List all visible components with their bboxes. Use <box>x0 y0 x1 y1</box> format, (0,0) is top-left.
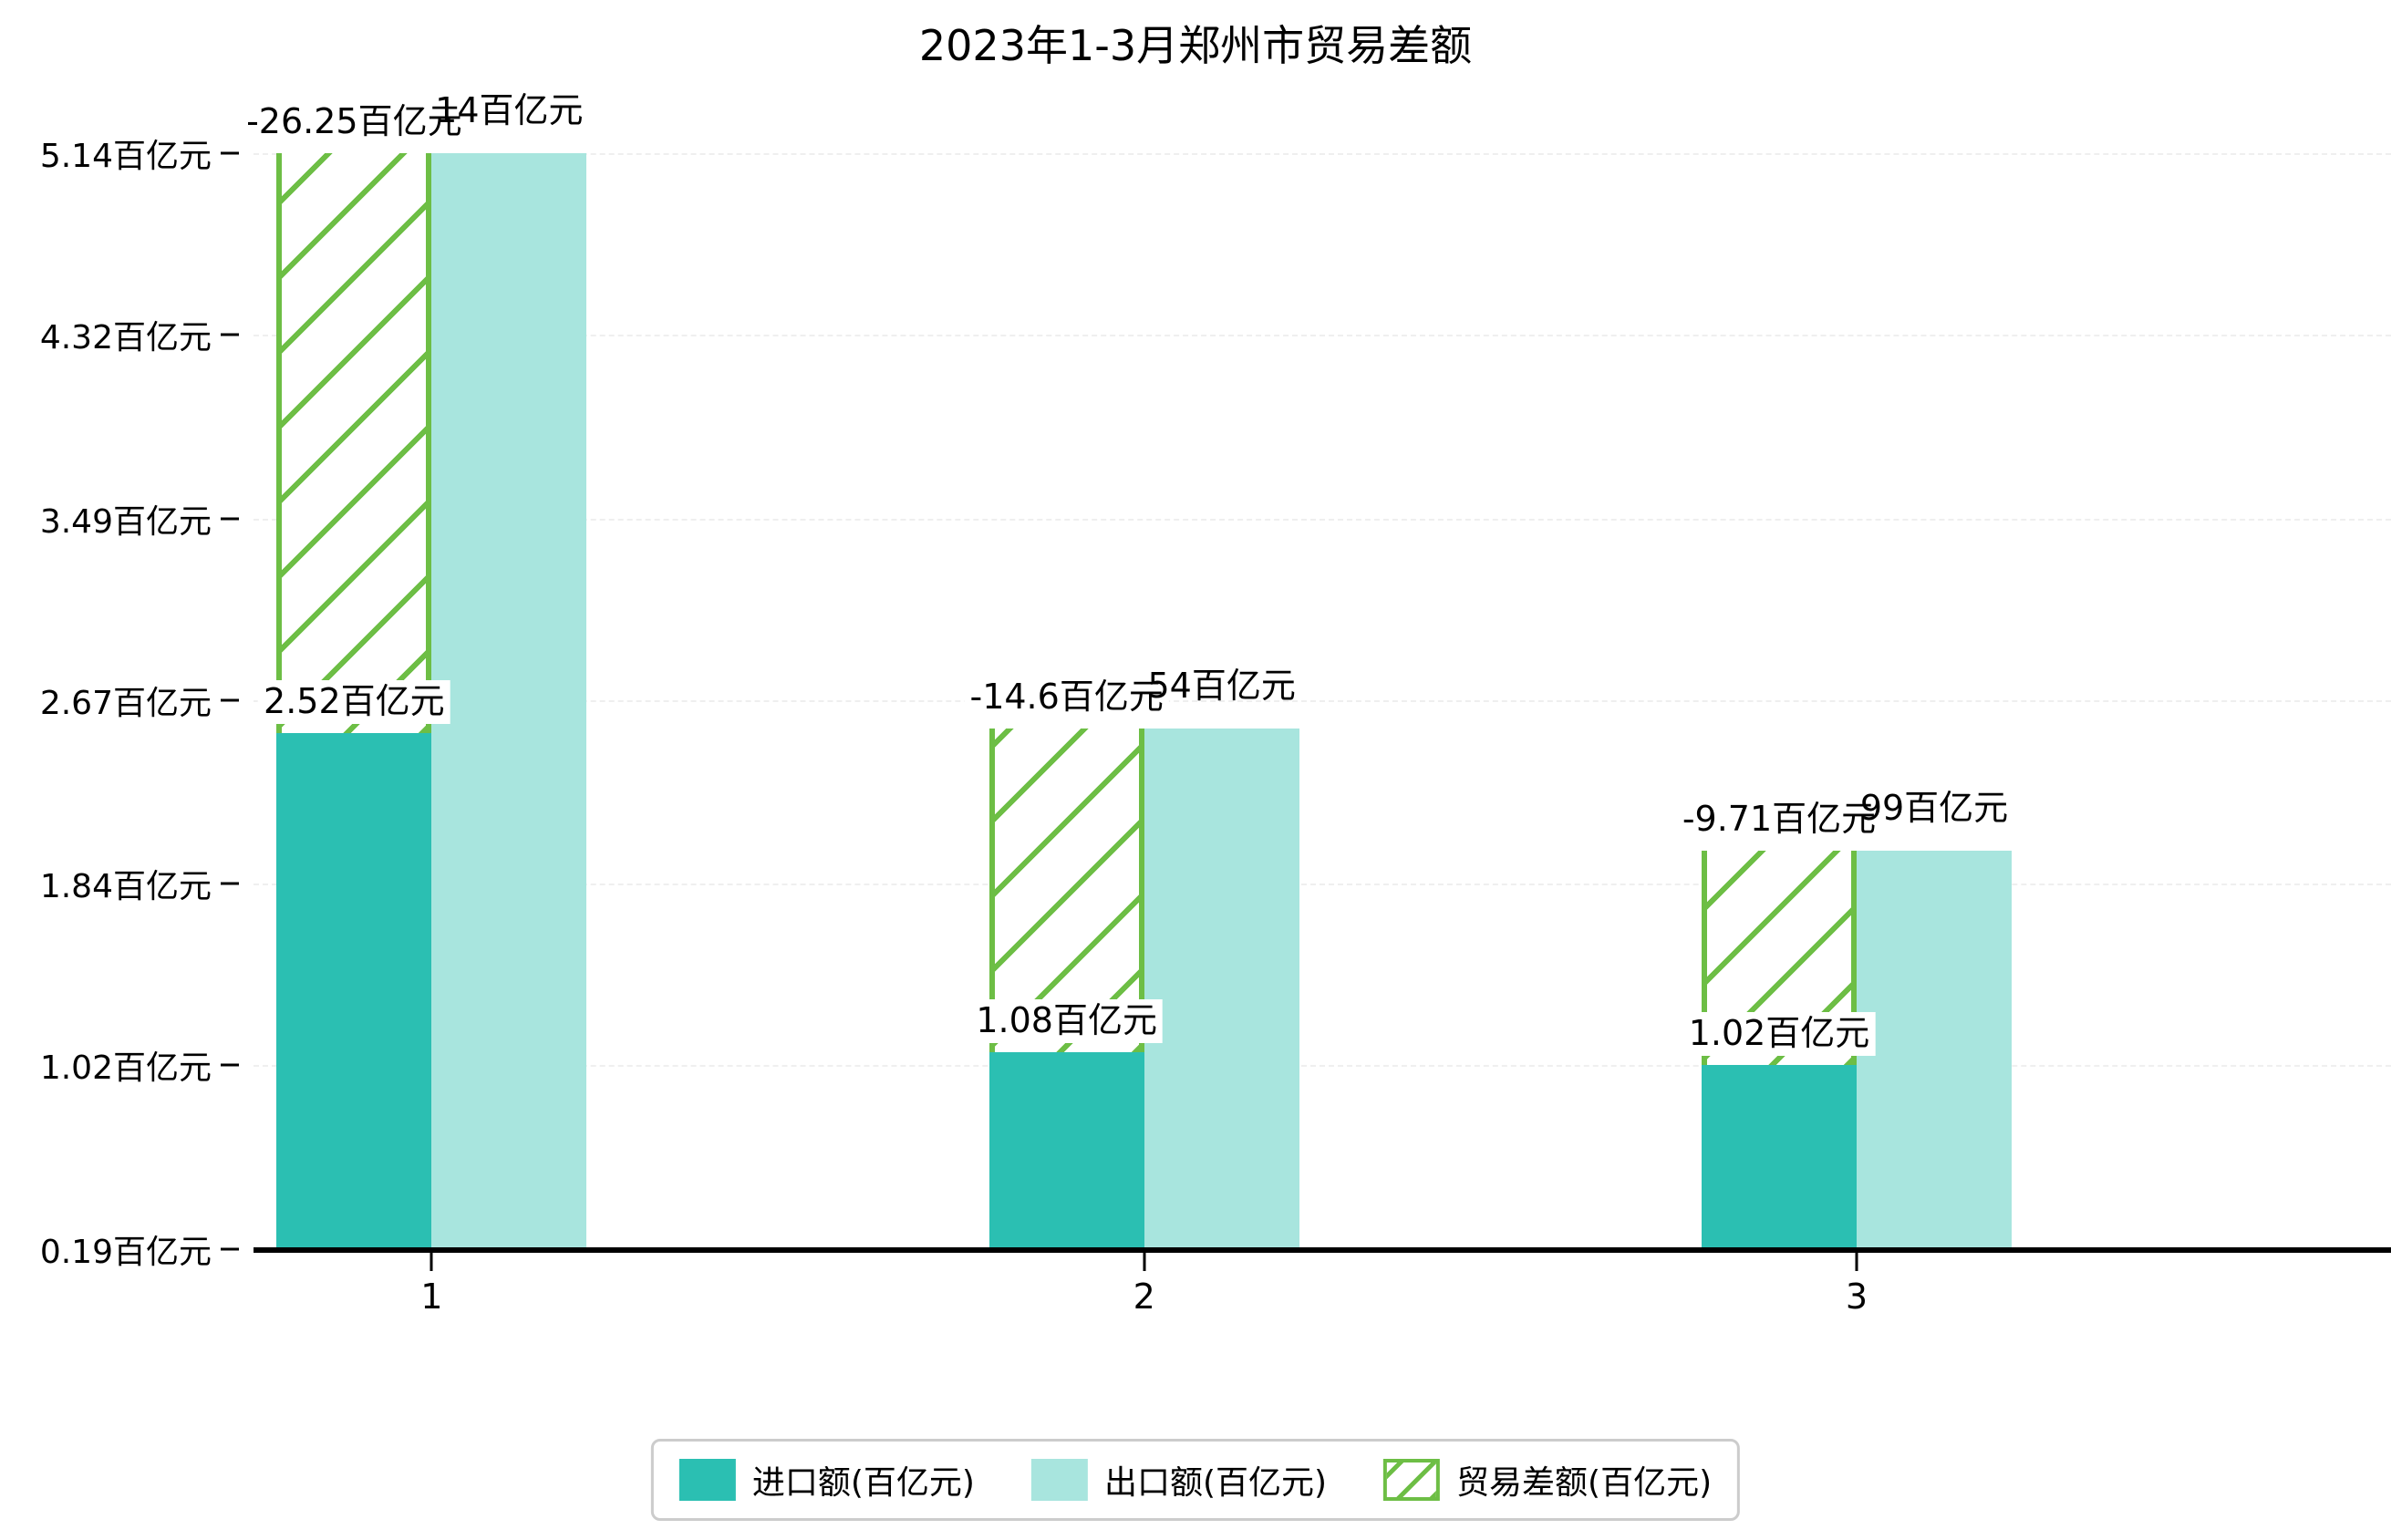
bar-trade-balance[interactable] <box>988 729 1144 1052</box>
x-tick-mark <box>1143 1253 1146 1271</box>
y-tick-mark <box>221 517 239 521</box>
legend-item[interactable]: 进口额(百亿元) <box>678 1456 975 1504</box>
chart-legend: 进口额(百亿元) 出口额(百亿元) 贸易差额(百亿元) <box>650 1439 1741 1521</box>
y-tick-mark <box>221 882 239 885</box>
x-tick-mark <box>1855 1253 1858 1271</box>
value-label-trade-balance: -9.71百亿元 <box>1676 797 1882 842</box>
legend-item[interactable]: 贸易差额(百亿元) <box>1383 1456 1712 1504</box>
legend-label: 贸易差额(百亿元) <box>1456 1464 1713 1502</box>
bar-import[interactable] <box>276 733 432 1249</box>
y-tick-label: 0.19百亿元 <box>39 1234 212 1271</box>
bar-trade-balance[interactable] <box>276 153 432 734</box>
y-tick-label: 1.02百亿元 <box>39 1049 212 1088</box>
bar-export[interactable] <box>431 153 587 1249</box>
bar-import[interactable] <box>988 1051 1144 1249</box>
value-label-export: 54百亿元 <box>1147 666 1296 707</box>
legend-swatch-icon <box>678 1459 736 1501</box>
y-tick-mark <box>221 151 239 155</box>
value-label-trade-balance: -14.6百亿元 <box>964 676 1169 720</box>
value-label-import: 1.02百亿元 <box>1682 1012 1876 1057</box>
x-axis-line <box>254 1247 2391 1253</box>
gridline <box>254 153 2391 155</box>
y-tick-label: 3.49百亿元 <box>39 502 212 541</box>
gridline <box>254 1065 2391 1068</box>
value-label-export: 99百亿元 <box>1859 787 2009 828</box>
value-label-import: 1.08百亿元 <box>970 998 1163 1043</box>
chart-title: 2023年1-3月郑州市贸易差额 <box>918 21 1473 70</box>
gridline <box>254 335 2391 337</box>
bar-import[interactable] <box>1702 1065 1857 1249</box>
value-label-trade-balance: -26.25百亿元 <box>241 100 468 144</box>
y-tick-label: 5.14百亿元 <box>39 138 212 175</box>
gridline <box>254 699 2391 702</box>
y-tick-mark <box>221 698 239 702</box>
bar-export[interactable] <box>1857 850 2012 1249</box>
legend-swatch-icon <box>1030 1459 1088 1501</box>
y-tick-label: 4.32百亿元 <box>39 319 212 357</box>
y-tick-mark <box>221 333 239 336</box>
value-label-import: 2.52百亿元 <box>258 680 450 724</box>
legend-swatch-icon <box>1383 1459 1441 1501</box>
value-label-export: 14百亿元 <box>435 90 584 130</box>
y-tick-label: 2.67百亿元 <box>39 684 212 722</box>
y-tick-label: 1.84百亿元 <box>39 868 212 906</box>
x-tick-label: 2 <box>1133 1276 1155 1317</box>
gridline <box>254 518 2391 521</box>
bar-export[interactable] <box>1144 729 1299 1249</box>
x-tick-label: 1 <box>420 1276 443 1317</box>
legend-label: 进口额(百亿元) <box>751 1464 975 1502</box>
x-tick-mark <box>430 1253 433 1271</box>
plot-area <box>254 153 2391 1249</box>
gridline <box>254 884 2391 886</box>
x-tick-label: 3 <box>1845 1276 1868 1317</box>
y-tick-mark <box>221 1063 239 1067</box>
legend-label: 出口额(百亿元) <box>1103 1464 1328 1502</box>
legend-item[interactable]: 出口额(百亿元) <box>1030 1456 1328 1504</box>
y-tick-mark <box>221 1247 239 1251</box>
